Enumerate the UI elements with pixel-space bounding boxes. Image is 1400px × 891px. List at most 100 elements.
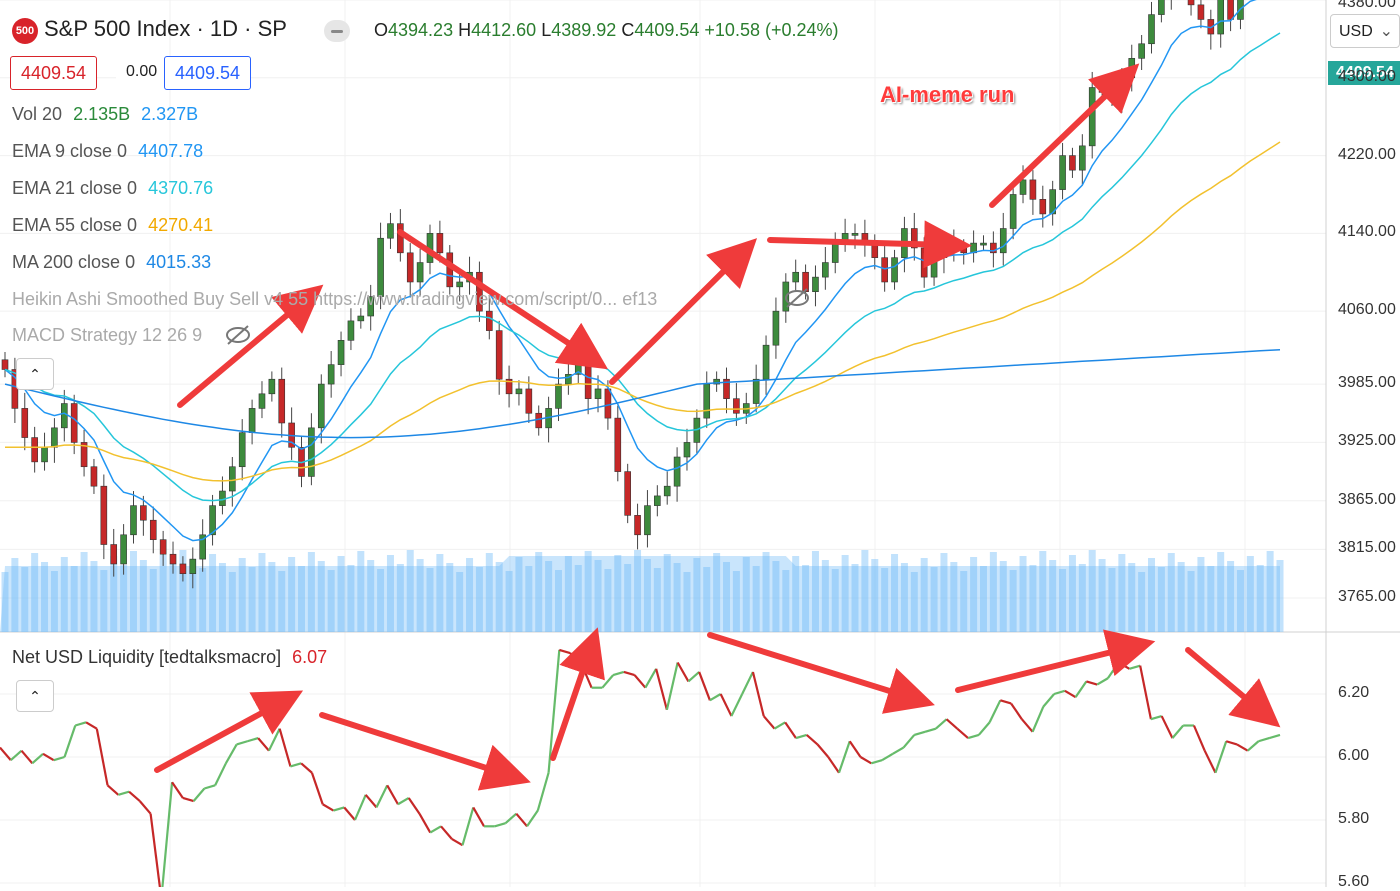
volume-bar [604,569,612,632]
candle-body [268,378,276,395]
liquidity-segment [1000,699,1012,705]
volume-bar [910,572,918,632]
liquidity-segment [547,649,561,773]
volume-bar [900,563,908,632]
liquidity-segment [1096,677,1109,686]
volume-bar [584,551,592,632]
liquidity-segment [859,756,872,765]
liquidity-segment [623,670,635,677]
liquidity-segment [171,781,184,799]
volume-bar [436,554,444,632]
liquidity-segment [816,743,830,758]
liquidity-segment [106,784,120,796]
candle-body [1079,145,1086,171]
candle-body [733,398,740,414]
volume-bar [1256,565,1264,632]
liquidity-segment [74,721,87,727]
candle-body [1069,155,1076,171]
volume-bar [268,562,276,632]
annotation-arrow [550,627,605,761]
eye-hidden-icon [785,290,809,306]
volume-bar [811,551,819,632]
candle-body [772,310,780,346]
candle-body [1158,0,1165,15]
volume-bar [475,567,483,632]
candle-body [960,247,968,254]
volume-bar [1,572,9,632]
volume-bar [1157,567,1165,632]
liquidity-segment [204,784,216,790]
currency-selector[interactable]: USD ⌄ [1330,14,1400,48]
liquidity-segment [1236,743,1249,752]
volume-bar [337,556,345,632]
volume-bar [21,567,29,632]
liquidity-segment [118,790,130,796]
volume-bar [891,554,899,632]
liquidity-segment [612,670,625,677]
liquidity-segment [278,728,292,767]
candle-body [1039,199,1047,215]
volume-bar [218,563,226,632]
volume-bar [110,556,118,632]
price-tick-label: 4300.00 [1338,67,1396,85]
volume-bar [970,557,978,632]
volume-bar [663,554,671,632]
candle-body [812,276,819,293]
annotation-arrow [989,63,1140,208]
liquidity-tick-label: 5.80 [1338,810,1370,827]
price-tick-label: 4380.00 [1338,0,1396,11]
volume-bar [831,569,839,632]
liquidity-segment [161,782,174,887]
ema9-line [4,0,1257,542]
candle-body [70,403,78,443]
volume-bar [1098,559,1106,632]
liquidity-segment [805,734,819,746]
liquidity-segment [1010,702,1023,720]
liquidity-segment [837,740,851,774]
volume-bar [1128,563,1136,632]
volume-bar [960,571,968,632]
candle-body [327,364,335,385]
candle-body [416,262,424,283]
liquidity-segment [601,674,614,689]
liquidity-segment [1150,714,1162,721]
currency-label: USD [1339,23,1373,40]
volume-bar [851,564,859,632]
volume-bar [1236,570,1244,632]
candle-body [1059,155,1066,190]
volume-bar [634,550,642,632]
volume-bar [505,571,513,632]
candle-body [713,378,720,385]
liquidity-segment [247,737,259,743]
volume-bar [1078,564,1086,632]
candle-body [1197,4,1205,20]
volume-bar [288,557,296,632]
candle-body [199,534,206,560]
liquidity-segment [935,718,948,730]
candle-body [140,505,147,521]
volume-bar [1177,562,1185,632]
liquidity-segment [988,699,1002,723]
candle-body [1,359,9,370]
candle-body [881,257,888,283]
volume-bar [1148,558,1156,632]
liquidity-tick-label: 6.20 [1338,684,1370,701]
liquidity-segment [633,674,647,689]
liquidity-tick-label: 5.60 [1338,873,1370,890]
volume-bar [11,558,19,632]
volume-bar [554,570,562,632]
liquidity-segment [967,733,980,740]
liquidity-segment [655,668,668,711]
candle-body [624,471,631,516]
volume-bar [683,572,691,632]
liquidity-segment [1225,740,1238,746]
candle-body [387,223,394,239]
candle-body [703,383,711,419]
annotation-arrow [1185,647,1281,728]
liquidity-segment [977,721,991,736]
volume-bar [139,560,147,632]
candle-body [1138,43,1145,59]
liquidity-segment [407,797,421,815]
volume-bar [169,564,177,632]
